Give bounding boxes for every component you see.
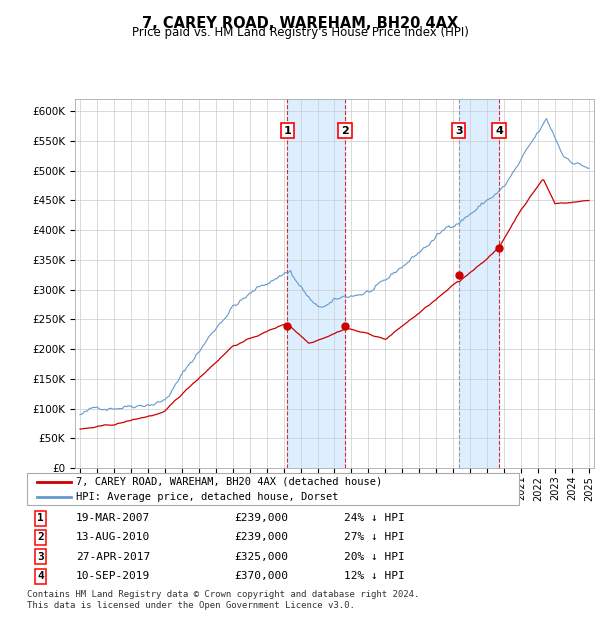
Text: 2: 2 [341, 126, 349, 136]
Text: 4: 4 [495, 126, 503, 136]
Text: 19-MAR-2007: 19-MAR-2007 [76, 513, 151, 523]
Text: Price paid vs. HM Land Registry's House Price Index (HPI): Price paid vs. HM Land Registry's House … [131, 26, 469, 39]
Text: 10-SEP-2019: 10-SEP-2019 [76, 571, 151, 581]
Text: 7, CAREY ROAD, WAREHAM, BH20 4AX: 7, CAREY ROAD, WAREHAM, BH20 4AX [142, 16, 458, 30]
Text: 2: 2 [37, 533, 44, 542]
Text: 3: 3 [455, 126, 463, 136]
Text: 1: 1 [37, 513, 44, 523]
Text: 27% ↓ HPI: 27% ↓ HPI [344, 533, 404, 542]
FancyBboxPatch shape [27, 473, 519, 505]
Bar [458, 99, 499, 468]
Text: £325,000: £325,000 [235, 552, 289, 562]
Text: Contains HM Land Registry data © Crown copyright and database right 2024.
This d: Contains HM Land Registry data © Crown c… [27, 590, 419, 609]
Text: 24% ↓ HPI: 24% ↓ HPI [344, 513, 404, 523]
Text: £370,000: £370,000 [235, 571, 289, 581]
Text: 1: 1 [283, 126, 291, 136]
Text: 7, CAREY ROAD, WAREHAM, BH20 4AX (detached house): 7, CAREY ROAD, WAREHAM, BH20 4AX (detach… [76, 477, 382, 487]
Text: 20% ↓ HPI: 20% ↓ HPI [344, 552, 404, 562]
Text: 12% ↓ HPI: 12% ↓ HPI [344, 571, 404, 581]
Bar [287, 99, 345, 468]
Text: 27-APR-2017: 27-APR-2017 [76, 552, 151, 562]
Text: £239,000: £239,000 [235, 513, 289, 523]
Text: HPI: Average price, detached house, Dorset: HPI: Average price, detached house, Dors… [76, 492, 338, 502]
Text: £239,000: £239,000 [235, 533, 289, 542]
Text: 3: 3 [37, 552, 44, 562]
Text: 13-AUG-2010: 13-AUG-2010 [76, 533, 151, 542]
Text: 4: 4 [37, 571, 44, 581]
